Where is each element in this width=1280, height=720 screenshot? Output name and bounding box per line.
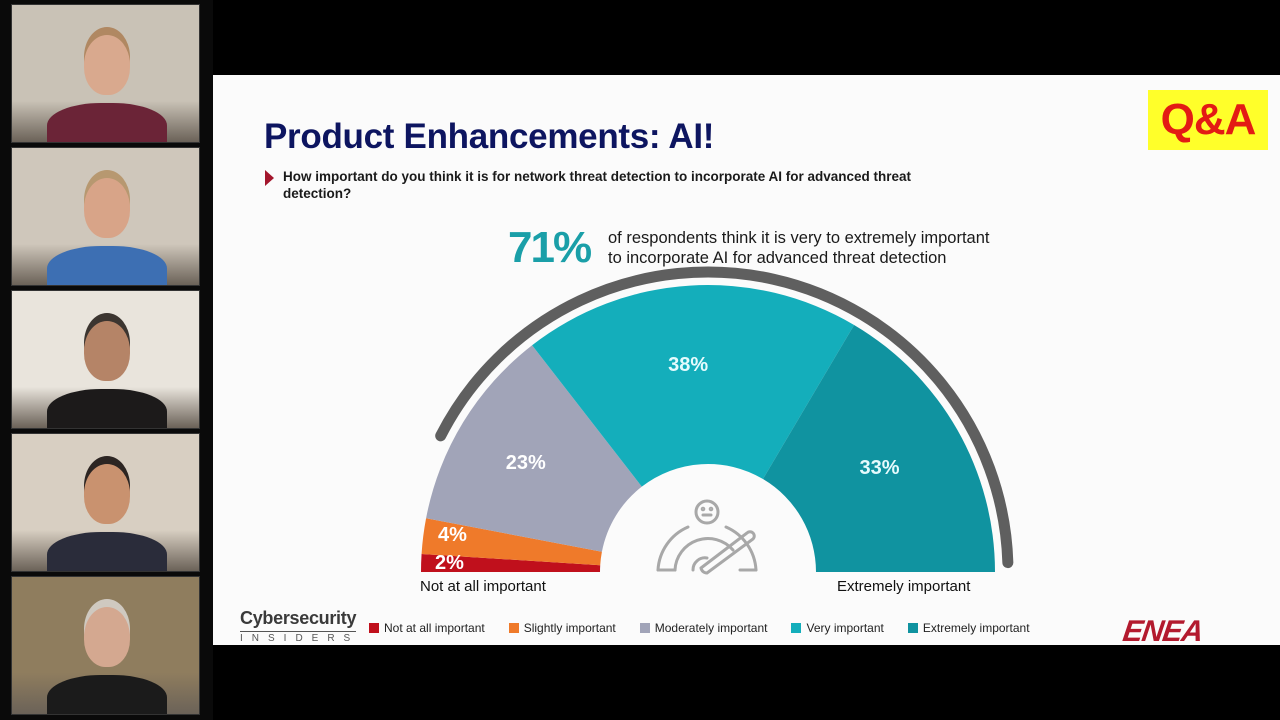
- logo-text-top: Cybersecurity: [240, 608, 356, 632]
- legend-swatch: [907, 623, 918, 633]
- legend-item: Slightly important: [508, 621, 616, 635]
- participant-video-tile[interactable]: [11, 576, 200, 715]
- participant-body: [47, 389, 167, 428]
- legend-swatch: [639, 623, 650, 633]
- participant-body: [47, 532, 167, 571]
- participant-video-tile[interactable]: [11, 290, 200, 429]
- legend-swatch: [791, 623, 802, 633]
- participant-video-tile[interactable]: [11, 4, 200, 143]
- segment-value-label: 2%: [435, 552, 464, 574]
- participant-head: [84, 178, 130, 238]
- question-text: How important do you think it is for net…: [283, 169, 912, 201]
- participant-body: [47, 103, 167, 142]
- participant-video-tile[interactable]: [11, 147, 200, 286]
- gauge-left-label: Not at all important: [420, 578, 546, 595]
- segment-value-label: 23%: [505, 451, 546, 474]
- participant-video-tile[interactable]: [11, 433, 200, 572]
- qa-badge: Q&A: [1148, 90, 1268, 150]
- headline-line-1: of respondents think it is very to extre…: [608, 229, 990, 247]
- headline-line-2: to incorporate AI for advanced threat de…: [608, 249, 947, 267]
- triangle-bullet-icon: [265, 170, 274, 186]
- bottom-letterbox: [213, 645, 1280, 720]
- legend-item: Very important: [791, 621, 884, 635]
- legend-label: Slightly important: [523, 621, 616, 635]
- headline-text: of respondents think it is very to extre…: [608, 228, 990, 268]
- gauge-segment-very-important: [532, 285, 855, 487]
- cybersecurity-insiders-logo: Cybersecurity INSIDERS: [240, 608, 359, 644]
- segment-value-label: 38%: [668, 353, 709, 376]
- legend-label: Not at all important: [384, 621, 485, 635]
- legend-item: Not at all important: [369, 621, 485, 635]
- gauge-segment-slightly-important: [421, 518, 602, 566]
- top-letterbox: [213, 0, 1280, 75]
- headline-stat: 71%: [508, 223, 592, 272]
- shared-slide: Product Enhancements: AI! Q&A How import…: [213, 75, 1280, 645]
- segment-value-label: 33%: [859, 457, 900, 480]
- chart-legend: Not at all important Slightly important Mo…: [369, 621, 1054, 635]
- participant-strip: [0, 0, 213, 720]
- enea-logo: ENEA: [1120, 615, 1205, 645]
- legend-swatch: [508, 623, 519, 633]
- gauge-right-label: Extremely important: [837, 578, 971, 595]
- legend-item: Moderately important: [639, 621, 768, 635]
- slide-title: Product Enhancements: AI!: [264, 117, 715, 156]
- participant-head: [84, 464, 130, 524]
- participant-head: [84, 607, 130, 667]
- participant-head: [84, 321, 130, 381]
- gauge-segment-moderately-important: [426, 345, 642, 552]
- gauge-chart: [421, 266, 1014, 575]
- segment-value-label: 4%: [438, 524, 467, 546]
- survey-question: How important do you think it is for net…: [265, 168, 965, 202]
- legend-swatch: [369, 623, 379, 633]
- legend-label: Moderately important: [654, 621, 768, 635]
- logo-text-bottom: INSIDERS: [240, 633, 360, 644]
- speedometer-person-icon: [656, 499, 758, 575]
- participant-body: [47, 246, 167, 285]
- gauge-segment-not-at-all-important: [421, 553, 601, 572]
- legend-item: Extremely important: [907, 621, 1030, 635]
- legend-label: Very important: [806, 621, 884, 635]
- participant-body: [47, 675, 167, 714]
- participant-head: [84, 35, 130, 95]
- legend-label: Extremely important: [922, 621, 1030, 635]
- gauge-segment-extremely-important: [762, 324, 995, 572]
